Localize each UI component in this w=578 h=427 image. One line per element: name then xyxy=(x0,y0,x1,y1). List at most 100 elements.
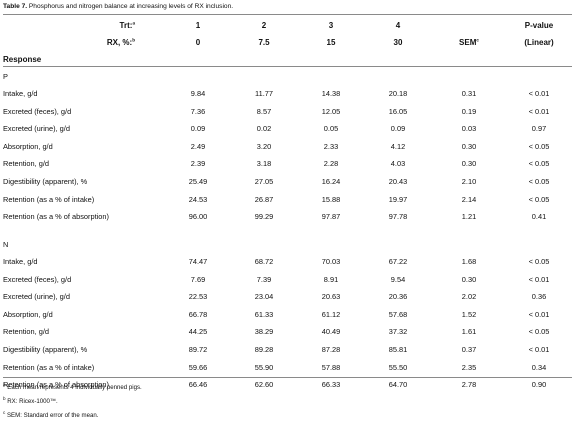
section-label: N xyxy=(3,240,9,249)
table-cell: 2.33 xyxy=(323,142,339,151)
table-cell: 11.77 xyxy=(255,89,273,98)
top-rule xyxy=(3,14,572,15)
sem-cell: 1.21 xyxy=(461,212,477,221)
table-cell: 9.84 xyxy=(190,89,206,98)
table-cell: 0.05 xyxy=(323,124,339,133)
table-cell: 22.53 xyxy=(188,292,208,301)
table-cell: 0.09 xyxy=(190,124,206,133)
table-cell: 4.12 xyxy=(390,142,406,151)
table-cell: 23.04 xyxy=(254,292,274,301)
bottom-rule xyxy=(3,377,572,378)
table-cell: 62.60 xyxy=(254,380,274,389)
table-cell: 67.22 xyxy=(388,257,408,266)
row-label: Intake, g/d xyxy=(3,89,38,98)
table-cell: 38.29 xyxy=(254,327,274,336)
table-cell: 61.33 xyxy=(254,310,274,319)
table-cell: 74.47 xyxy=(188,257,208,266)
table-cell: 64.70 xyxy=(388,380,408,389)
sem-cell: 0.19 xyxy=(461,107,477,116)
table-cell: 68.72 xyxy=(254,257,274,266)
sem-cell: 0.37 xyxy=(461,345,477,354)
footnote: a Each mean represents 4 individually pe… xyxy=(3,381,142,391)
table-cell: 7.39 xyxy=(256,275,272,284)
section-label: P xyxy=(3,72,8,81)
pvalue-header: P-value xyxy=(524,21,554,30)
table-cell: 15.88 xyxy=(321,195,341,204)
trt-header-label: Trt:a xyxy=(119,20,135,30)
pvalue-cell: < 0.01 xyxy=(528,345,550,354)
rx-value: 0 xyxy=(195,38,201,47)
sem-cell: 2.14 xyxy=(461,195,477,204)
table-cell: 3.20 xyxy=(256,142,272,151)
row-label: Excreted (urine), g/d xyxy=(3,292,70,301)
trt-value: 4 xyxy=(395,21,401,30)
row-label: Absorption, g/d xyxy=(3,142,53,151)
table-cell: 16.05 xyxy=(388,107,408,116)
sem-cell: 1.68 xyxy=(461,257,477,266)
row-label: Intake, g/d xyxy=(3,257,38,266)
table-cell: 4.03 xyxy=(390,159,406,168)
table-cell: 14.38 xyxy=(321,89,341,98)
row-label: Retention (as a % of absorption) xyxy=(3,212,109,221)
table-caption-label: Table 7. xyxy=(3,3,28,10)
rx-value: 30 xyxy=(393,38,403,47)
sem-cell: 1.61 xyxy=(461,327,477,336)
table-cell: 7.36 xyxy=(190,107,206,116)
table-cell: 25.49 xyxy=(188,177,208,186)
row-label: Retention (as a % of intake) xyxy=(3,363,95,372)
table-cell: 37.32 xyxy=(388,327,408,336)
footnote: b RX: Ricex-1000™. xyxy=(3,395,58,405)
table-cell: 66.46 xyxy=(188,380,208,389)
pvalue-cell: < 0.05 xyxy=(528,159,550,168)
row-label: Retention, g/d xyxy=(3,159,50,168)
table-cell: 57.88 xyxy=(321,363,341,372)
row-label: Retention, g/d xyxy=(3,327,50,336)
pvalue-cell: 0.90 xyxy=(531,380,547,389)
table-cell: 2.39 xyxy=(190,159,206,168)
rx-value: 7.5 xyxy=(258,38,270,47)
sem-cell: 0.30 xyxy=(461,159,477,168)
table-cell: 20.43 xyxy=(388,177,408,186)
header-rule xyxy=(3,66,572,67)
table-cell: 26.87 xyxy=(254,195,274,204)
table-cell: 40.49 xyxy=(321,327,341,336)
pvalue-cell: 0.36 xyxy=(531,292,547,301)
table-cell: 97.78 xyxy=(388,212,408,221)
table-cell: 16.24 xyxy=(321,177,341,186)
sem-cell: 2.35 xyxy=(461,363,477,372)
table-cell: 55.90 xyxy=(254,363,274,372)
sem-cell: 1.52 xyxy=(461,310,477,319)
footnote: c SEM: Standard error of the mean. xyxy=(3,409,99,419)
table-cell: 3.18 xyxy=(256,159,272,168)
table-cell: 9.54 xyxy=(390,275,406,284)
pvalue-cell: < 0.01 xyxy=(528,107,550,116)
sem-cell: 2.10 xyxy=(461,177,477,186)
sem-cell: 0.31 xyxy=(461,89,477,98)
sem-cell: 0.30 xyxy=(461,275,477,284)
row-label: Absorption, g/d xyxy=(3,310,53,319)
table-cell: 0.02 xyxy=(256,124,272,133)
table-cell: 24.53 xyxy=(188,195,208,204)
sem-cell: 2.02 xyxy=(461,292,477,301)
row-label: Retention (as a % of intake) xyxy=(3,195,95,204)
table-cell: 61.12 xyxy=(321,310,341,319)
table-cell: 8.91 xyxy=(323,275,339,284)
table-cell: 7.69 xyxy=(190,275,206,284)
table-cell: 8.57 xyxy=(256,107,272,116)
row-label: Retention (as a % of absorption) xyxy=(3,380,109,389)
table-cell: 27.05 xyxy=(254,177,274,186)
table-cell: 0.09 xyxy=(390,124,406,133)
table-cell: 2.49 xyxy=(190,142,206,151)
sem-cell: 0.30 xyxy=(461,142,477,151)
table-cell: 66.33 xyxy=(321,380,341,389)
trt-value: 3 xyxy=(328,21,334,30)
table-cell: 20.18 xyxy=(388,89,408,98)
table-cell: 96.00 xyxy=(188,212,208,221)
table-caption-text: Phosphorus and nitrogen balance at incre… xyxy=(27,3,234,10)
response-header: Response xyxy=(3,55,42,64)
table-cell: 87.28 xyxy=(321,345,341,354)
sem-cell: 2.78 xyxy=(461,380,477,389)
table-cell: 2.28 xyxy=(323,159,339,168)
table-cell: 70.03 xyxy=(321,257,341,266)
table-cell: 55.50 xyxy=(388,363,408,372)
